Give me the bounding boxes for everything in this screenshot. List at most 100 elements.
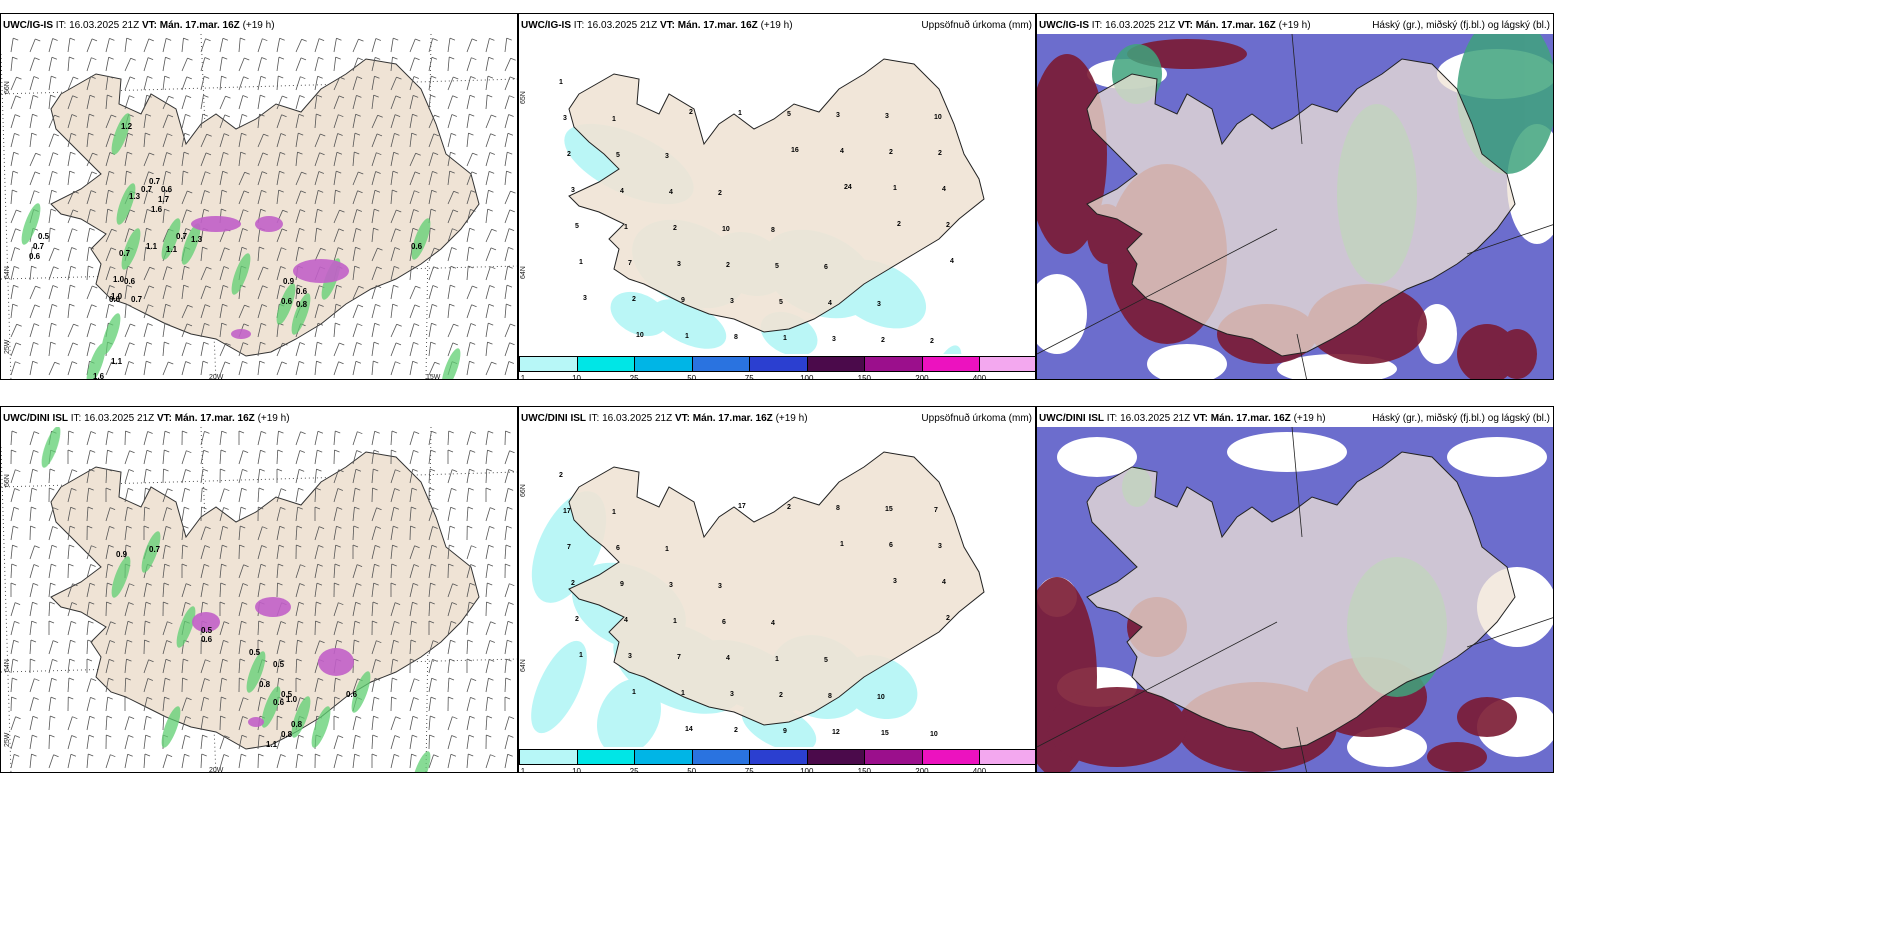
wind-barb: [181, 735, 186, 750]
wind-barb: [466, 114, 470, 129]
wind-barb: [29, 95, 34, 110]
wind-barb-tick: [108, 56, 114, 60]
precip-label: 0.7: [149, 177, 161, 186]
wind-barb-tick: [263, 266, 269, 270]
wind-barb: [314, 228, 318, 243]
wind-barb-tick: [394, 621, 400, 624]
wind-barb-tick: [260, 563, 267, 567]
precip-streak: [276, 283, 296, 325]
wind-barb: [67, 621, 72, 636]
wind-barb: [257, 95, 261, 110]
legend-tick-label: 1: [520, 374, 526, 380]
wind-barb: [447, 754, 452, 769]
wind-barb: [219, 582, 222, 598]
wind-barb: [352, 133, 356, 148]
wind-barb-tick: [279, 525, 285, 529]
legend-swatch: [519, 749, 578, 765]
wind-barb-tick: [469, 582, 476, 586]
wind-barb: [276, 621, 282, 636]
cloud-panel-row1: UWC/IG-IS IT: 16.03.2025 21Z VT: Mán. 17…: [1036, 13, 1554, 380]
wind-barb: [124, 716, 130, 731]
wind-barb: [466, 507, 469, 522]
wind-barb: [219, 304, 223, 319]
wind-barb-tick: [88, 265, 94, 269]
accum-label: 2: [726, 262, 730, 269]
graticule: [1, 34, 517, 379]
wind-barb-tick: [278, 430, 284, 434]
wind-barb-tick: [223, 621, 230, 624]
wind-barb: [48, 469, 51, 484]
wind-barb: [181, 450, 187, 465]
wind-barb: [29, 153, 37, 167]
wind-barb: [86, 639, 89, 655]
wind-barb-tick: [240, 639, 246, 643]
wind-barb: [48, 57, 53, 72]
iceland-land: [50, 58, 480, 357]
precip-streak: [411, 218, 431, 260]
wind-barb: [124, 304, 127, 319]
wind-barb: [333, 171, 337, 186]
wind-barb: [314, 583, 318, 598]
wind-barb-tick: [202, 246, 208, 250]
wind-barb-tick: [182, 430, 188, 434]
wind-barb: [105, 247, 112, 262]
wind-barb-tick: [33, 431, 40, 434]
wind-barb-tick: [183, 658, 189, 662]
wind-barb-tick: [413, 450, 419, 453]
wind-barb: [409, 153, 417, 167]
wind-barb-tick: [505, 677, 511, 681]
wind-barb-tick: [504, 696, 511, 700]
wind-barb-tick: [71, 361, 78, 364]
precip-label: 0.8: [259, 680, 271, 689]
wind-barb: [428, 450, 432, 465]
wind-barb: [86, 545, 92, 560]
wind-barb-tick: [449, 56, 455, 60]
wind-barb: [219, 621, 225, 636]
accum-label: 2: [930, 338, 934, 345]
wind-barb-tick: [88, 753, 94, 757]
wind-barb-tick: [412, 734, 418, 738]
wind-barb: [276, 342, 283, 357]
wind-barb: [29, 545, 35, 560]
wind-barb-tick: [357, 431, 363, 435]
wind-barb-tick: [373, 468, 379, 472]
wind-barb: [295, 754, 299, 769]
wind-barb-tick: [453, 323, 459, 327]
accum-area: [531, 640, 587, 734]
wind-barb-tick: [14, 621, 20, 624]
wind-barb-tick: [183, 151, 190, 155]
accum-label: 2: [567, 151, 571, 158]
wind-barb-tick: [487, 563, 494, 567]
wind-barb-tick: [413, 76, 420, 79]
wind-barb-tick: [202, 360, 209, 364]
wind-barb: [333, 114, 339, 129]
accum-label: 10: [930, 731, 938, 738]
wind-barb-tick: [358, 171, 364, 175]
wind-barb-tick: [298, 132, 304, 136]
wind-barb: [48, 76, 52, 91]
precip-label: 0.6: [296, 287, 308, 296]
wind-barb-tick: [376, 640, 382, 644]
wind-barb-tick: [72, 209, 79, 213]
wind-barb: [466, 754, 469, 769]
wind-barb-tick: [15, 342, 22, 346]
iceland-land: [568, 451, 985, 726]
wind-barb-tick: [507, 506, 513, 510]
wind-barb: [447, 323, 454, 338]
wind-barbs: [10, 430, 515, 769]
wind-barb: [48, 362, 56, 376]
wind-barb-tick: [335, 544, 341, 548]
wind-barb-tick: [222, 170, 228, 174]
accum-label: 3: [836, 112, 840, 119]
wind-barb-tick: [507, 265, 513, 269]
wind-barb: [257, 450, 261, 465]
wind-barb: [67, 659, 71, 674]
wind-barb-tick: [164, 449, 170, 453]
wind-barb-tick: [392, 189, 398, 193]
wind-barb-tick: [184, 487, 191, 491]
wind-barb: [238, 342, 244, 357]
wind-barb: [295, 209, 301, 224]
wind-barb-tick: [184, 132, 190, 136]
accum-label: 1: [840, 541, 844, 548]
wind-barb: [86, 564, 92, 579]
